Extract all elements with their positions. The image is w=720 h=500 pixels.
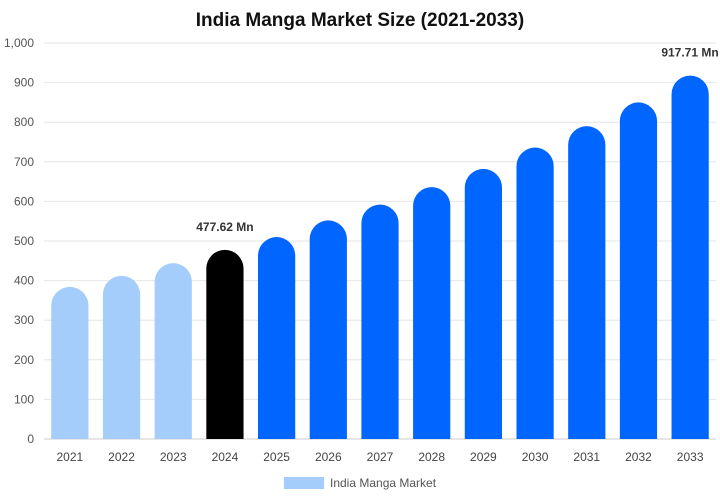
bars — [51, 75, 709, 440]
x-tick-label: 2022 — [108, 450, 135, 464]
bar-2025[interactable] — [258, 237, 296, 439]
bar-2023[interactable] — [154, 263, 192, 439]
y-tick-label: 0 — [27, 432, 34, 446]
x-tick-label: 2021 — [56, 450, 83, 464]
legend-swatch — [284, 477, 324, 489]
bar-2032[interactable] — [619, 102, 658, 440]
legend-label: India Manga Market — [330, 476, 437, 490]
y-tick-label: 900 — [14, 76, 34, 90]
y-tick-label: 500 — [14, 234, 34, 248]
bar-2029[interactable] — [464, 168, 502, 439]
bar-2022[interactable] — [102, 275, 141, 439]
bar-2033[interactable] — [671, 75, 709, 439]
x-axis: 2021 2022 2023 2024 2025 2026 2027 2028 2029 2030… — [56, 450, 703, 464]
bar-2026[interactable] — [309, 220, 347, 439]
y-tick-label: 600 — [14, 194, 34, 208]
y-tick-label: 400 — [14, 274, 34, 288]
x-tick-label: 2024 — [212, 450, 239, 464]
y-tick-label: 1,000 — [4, 36, 34, 50]
x-tick-label: 2027 — [367, 450, 394, 464]
bar-2027[interactable] — [361, 204, 399, 439]
y-axis: 0 100 200 300 400 500 600 700 800 900 1,000 — [4, 36, 34, 446]
x-tick-label: 2028 — [418, 450, 445, 464]
x-tick-label: 2029 — [470, 450, 497, 464]
chart-title: India Manga Market Size (2021-2033) — [196, 10, 524, 31]
y-tick-label: 700 — [14, 155, 34, 169]
data-labels: 477.62 Mn 917.71 Mn — [196, 46, 718, 234]
x-tick-label: 2023 — [160, 450, 187, 464]
bar-2028[interactable] — [413, 187, 451, 439]
y-tick-label: 100 — [14, 392, 34, 406]
y-tick-label: 300 — [14, 313, 34, 327]
y-tick-label: 200 — [14, 353, 34, 367]
bar-2030[interactable] — [516, 147, 554, 439]
x-tick-label: 2030 — [522, 450, 549, 464]
legend[interactable]: India Manga Market — [284, 476, 437, 490]
bar-2024[interactable] — [206, 249, 244, 439]
x-tick-label: 2025 — [263, 450, 290, 464]
data-label-2024: 477.62 Mn — [196, 220, 253, 234]
x-tick-label: 2026 — [315, 450, 342, 464]
data-label-2033: 917.71 Mn — [661, 46, 718, 60]
bar-2031[interactable] — [568, 126, 606, 439]
x-tick-label: 2032 — [625, 450, 652, 464]
bar-2021[interactable] — [51, 286, 89, 439]
y-tick-label: 800 — [14, 115, 34, 129]
x-tick-label: 2033 — [677, 450, 704, 464]
x-tick-label: 2031 — [573, 450, 600, 464]
